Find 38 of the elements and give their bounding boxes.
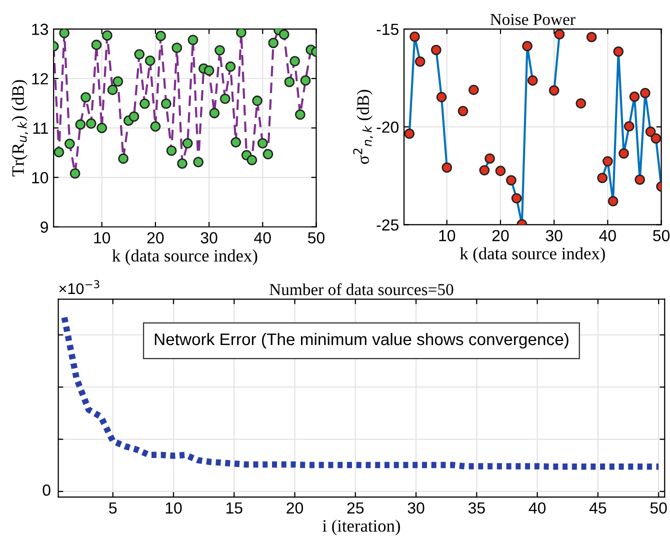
x-tick-label: 50 <box>653 230 670 242</box>
x-axis-title: k (data source index) <box>112 249 258 266</box>
x-tick-label: 20 <box>492 230 509 242</box>
y-tick-label: 12 <box>32 73 48 84</box>
x-tick-label: 50 <box>650 502 667 514</box>
y-tick-label: 9 <box>40 222 48 233</box>
y-tick-label: -25 <box>376 219 398 231</box>
x-tick-label: 20 <box>147 232 164 244</box>
x-tick-label: 30 <box>200 232 218 244</box>
y-tick-label: 10 <box>32 172 48 184</box>
x-tick-label: 20 <box>286 502 304 514</box>
x-tick-label: 40 <box>599 230 616 242</box>
text: 0 <box>42 484 50 496</box>
x-tick-label: 5 <box>109 502 117 514</box>
x-tick-label: 10 <box>166 502 182 514</box>
x-tick-label: 50 <box>308 232 324 244</box>
y-axis-title: σ$^{2}$$_{n,k}$ (dB) <box>353 90 374 164</box>
y-tick-label: -15 <box>376 24 398 35</box>
annotation: Network Error (The minimum value shows convergence) <box>154 332 568 349</box>
y-axis-title: Tr(R$_{u,k}$) (dB) <box>12 80 28 176</box>
x-tick-label: 45 <box>589 502 606 514</box>
x-tick-label: 40 <box>528 502 546 514</box>
x-tick-label: 30 <box>408 502 424 514</box>
x-tick-label: 10 <box>94 232 110 244</box>
x-tick-label: 35 <box>468 502 485 514</box>
x-axis-title: i (iteration) <box>322 520 400 536</box>
y-tick-label: 13 <box>32 24 48 35</box>
x-tick-label: 30 <box>546 230 562 242</box>
chart-title: Number of data sources=50 <box>270 283 454 296</box>
x-tick-label: 40 <box>254 232 271 244</box>
y-tick-label: 11 <box>33 122 48 134</box>
text: ×10$^{−3}$ <box>59 280 100 294</box>
chart-title: Noise Power <box>490 14 576 26</box>
x-tick-label: 10 <box>439 230 456 242</box>
y-tick-label: -20 <box>376 121 399 133</box>
x-axis-title: k (data source index) <box>460 247 605 263</box>
x-tick-label: 15 <box>226 502 242 514</box>
x-tick-label: 25 <box>347 502 364 514</box>
